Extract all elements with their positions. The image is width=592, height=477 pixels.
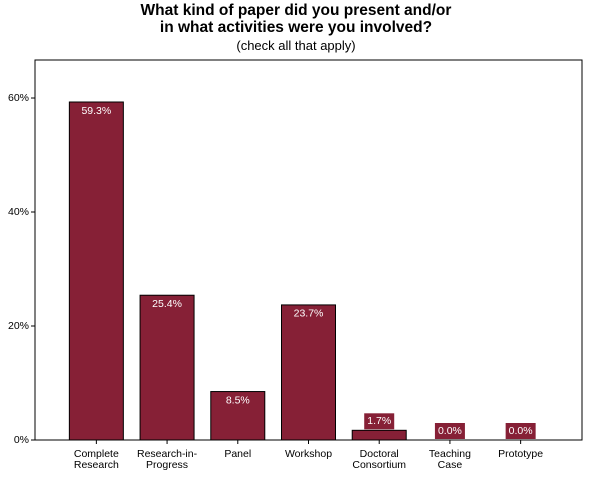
x-tick-label: Workshop: [284, 448, 333, 460]
value-label: 59.3%: [81, 105, 111, 117]
bar: [210, 391, 266, 441]
value-label: 0.0%: [438, 425, 462, 437]
x-tick-label: Teaching Case: [428, 448, 471, 471]
x-tick-label: Research-in-Progress: [137, 448, 198, 471]
chart-subtitle: (check all that apply): [236, 38, 356, 53]
chart-title: What kind of paper did you present and/o…: [140, 2, 452, 36]
x-tick-label: Complete Research: [73, 448, 119, 471]
value-label: 8.5%: [226, 394, 250, 406]
y-tick-label: 60%: [8, 92, 29, 104]
x-tick-label: Prototype: [498, 448, 544, 460]
bar: [68, 101, 124, 441]
y-tick-label: 20%: [8, 320, 29, 332]
value-label-box: [505, 423, 536, 439]
y-tick-label: 0%: [14, 434, 29, 446]
x-tick-label: Doctoral Consortium: [352, 448, 407, 471]
value-label-box: [364, 413, 395, 430]
bar: [351, 429, 407, 441]
value-label: 0.0%: [509, 425, 533, 437]
bar: [281, 304, 336, 441]
y-tick-label: 40%: [8, 206, 29, 218]
value-label-box: [434, 423, 465, 439]
value-label: 25.4%: [152, 298, 182, 310]
x-tick-label: Panel: [224, 448, 252, 460]
bar: [139, 294, 195, 441]
value-label: 23.7%: [294, 308, 324, 320]
value-label: 1.7%: [367, 415, 391, 427]
